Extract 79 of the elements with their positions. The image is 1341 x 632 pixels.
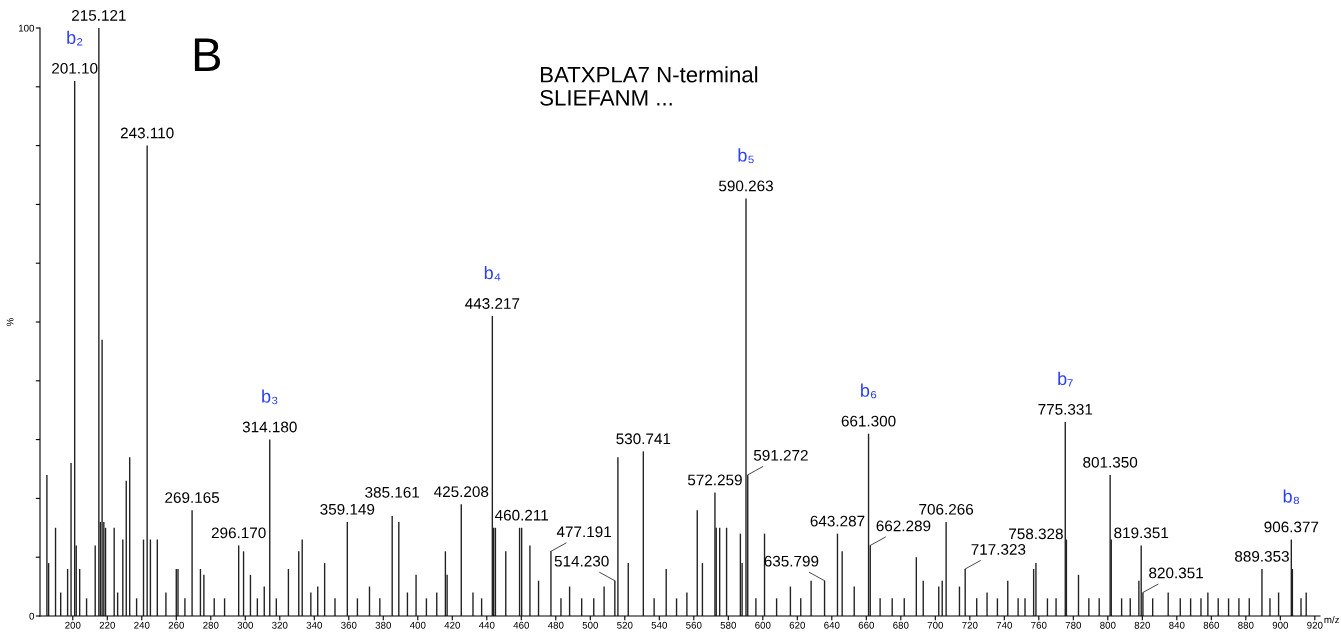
x-tick-label: 440 — [478, 621, 495, 629]
annotation: 820.351 — [1149, 567, 1203, 579]
x-tick-label: 740 — [996, 621, 1013, 629]
annotation: 717.323 — [971, 544, 1026, 555]
x-tick-label: 760 — [1031, 621, 1047, 629]
annotation: 706.266 — [919, 503, 974, 515]
x-tick-label: 780 — [1065, 621, 1082, 629]
annotation: b₈ — [1283, 489, 1300, 505]
x-tick-label: 200 — [65, 621, 81, 629]
annotation: 819.351 — [1114, 527, 1169, 539]
x-tick-label: 660 — [858, 621, 875, 629]
x-tick-label: 580 — [720, 621, 737, 629]
x-tick-label: 540 — [651, 621, 668, 629]
y-tick-label: 100 — [18, 24, 35, 32]
annotation: 758.328 — [1009, 528, 1063, 540]
annotation: 530.741 — [616, 433, 671, 445]
annotation: 477.191 — [556, 526, 611, 538]
y-tick-label: 0 — [29, 612, 35, 620]
annotation: 243.110 — [120, 127, 174, 139]
x-tick-label: 320 — [272, 621, 288, 629]
annotation: b₄ — [484, 265, 501, 281]
x-tick-label: 380 — [375, 621, 392, 629]
annotation: 514.230 — [554, 555, 609, 567]
x-tick-label: 460 — [513, 621, 530, 629]
x-tick-label: 700 — [927, 621, 944, 629]
annotation: 385.161 — [365, 486, 420, 498]
x-tick-label: 800 — [1100, 621, 1116, 629]
x-tick-label: 500 — [582, 621, 599, 629]
x-tick-label: 620 — [789, 621, 806, 629]
x-tick-label: 560 — [686, 621, 702, 629]
x-tick-label: 640 — [824, 621, 840, 629]
annotation: 662.289 — [876, 520, 931, 532]
annotation: 269.165 — [165, 492, 220, 503]
x-tick-label: 900 — [1272, 621, 1289, 629]
annotation: b₅ — [738, 148, 754, 164]
x-tick-label: 920 — [1307, 621, 1323, 629]
x-tick-label: 400 — [409, 621, 426, 629]
annotation: B — [194, 38, 221, 72]
annotation: 314.180 — [242, 421, 297, 433]
x-tick-label: 260 — [168, 621, 185, 629]
annotation: 906.377 — [1264, 521, 1319, 533]
x-tick-label: 860 — [1203, 621, 1220, 629]
x-tick-label: 480 — [547, 621, 564, 629]
x-tick-label: 340 — [306, 621, 323, 629]
x-tick-label: 280 — [203, 621, 219, 629]
text: BATXPLA7 N-terminal SLIEFANM ... — [540, 66, 758, 106]
annotation: 590.263 — [719, 180, 773, 192]
annotation: 572.259 — [687, 474, 742, 486]
x-tick-label: 240 — [134, 621, 150, 629]
annotation: 460.211 — [494, 509, 548, 521]
annotation: 661.300 — [841, 415, 896, 427]
annotation: 359.149 — [320, 503, 375, 515]
x-tick-label: 680 — [893, 621, 909, 629]
annotation: 296.170 — [211, 527, 266, 539]
annotation: 201.10 — [52, 62, 98, 74]
annotation: 801.350 — [1083, 456, 1138, 468]
x-tick-label: 520 — [617, 621, 633, 629]
annotation: 425.208 — [434, 486, 489, 498]
x-tick-label: 880 — [1238, 621, 1254, 629]
annotation: b₃ — [262, 389, 278, 405]
y-axis-title: % — [6, 318, 14, 326]
x-tick-label: 360 — [341, 621, 357, 629]
annotation: 215.121 — [72, 10, 126, 21]
x-tick-label: 220 — [99, 621, 116, 629]
annotation: b₇ — [1058, 371, 1073, 387]
annotation: 889.353 — [1235, 550, 1289, 562]
annotation: 775.331 — [1038, 403, 1093, 415]
annotation: b₆ — [861, 383, 877, 399]
annotation: b₂ — [67, 30, 83, 46]
x-tick-label: 840 — [1169, 621, 1185, 629]
x-tick-label: 600 — [755, 621, 771, 629]
annotation: 591.272 — [753, 449, 808, 461]
annotation: 643.287 — [810, 515, 865, 527]
x-tick-label: 300 — [237, 621, 254, 629]
x-tick-label: 720 — [962, 621, 978, 629]
x-tick-label: 420 — [444, 621, 461, 629]
x-tick-label: 820 — [1134, 621, 1151, 629]
x-axis-title: m/z — [1324, 616, 1340, 624]
annotation: 443.217 — [465, 298, 520, 309]
